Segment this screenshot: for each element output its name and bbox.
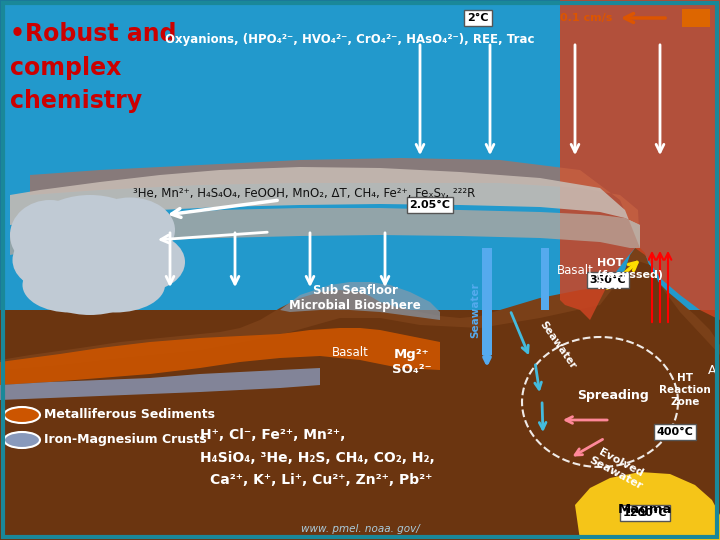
Text: 2°C: 2°C	[467, 13, 489, 23]
Text: Mg²⁺
SO₄²⁻: Mg²⁺ SO₄²⁻	[392, 348, 432, 376]
Ellipse shape	[12, 233, 78, 287]
Text: HT
Reaction
Zone: HT Reaction Zone	[659, 373, 711, 407]
Text: Spreading: Spreading	[577, 388, 649, 402]
Text: Oxyanions, (HPO₄²⁻, HVO₄²⁻, CrO₄²⁻, HAsO₄²⁻), REE, Trac: Oxyanions, (HPO₄²⁻, HVO₄²⁻, CrO₄²⁻, HAsO…	[165, 33, 534, 46]
Text: Basalt: Basalt	[557, 264, 593, 276]
Polygon shape	[0, 248, 720, 540]
Text: H⁺, Cl⁻, Fe²⁺, Mn²⁺,: H⁺, Cl⁻, Fe²⁺, Mn²⁺,	[200, 428, 346, 442]
Polygon shape	[0, 328, 440, 540]
Text: www. pmel. noaa. gov/: www. pmel. noaa. gov/	[301, 524, 419, 534]
Text: 2.05°C: 2.05°C	[410, 200, 451, 210]
Polygon shape	[0, 368, 320, 400]
Text: Iron-Magnesium Crusts: Iron-Magnesium Crusts	[44, 434, 207, 447]
Text: Basalt: Basalt	[332, 346, 369, 359]
Text: Seawater: Seawater	[538, 319, 578, 370]
Text: •Robust and
complex
chemistry: •Robust and complex chemistry	[10, 22, 176, 113]
Bar	[682, 9, 710, 27]
Ellipse shape	[65, 258, 165, 313]
Ellipse shape	[22, 258, 117, 313]
Polygon shape	[0, 260, 720, 540]
Text: HOT
(focussed)
flow: HOT (focussed) flow	[597, 258, 663, 291]
Text: Metalliferous Sediments: Metalliferous Sediments	[44, 408, 215, 422]
Text: Magma: Magma	[618, 503, 672, 516]
Ellipse shape	[16, 195, 164, 315]
Text: Evolved
Seawater: Evolved Seawater	[587, 444, 649, 491]
Polygon shape	[10, 167, 640, 248]
Polygon shape	[482, 248, 492, 355]
Text: ³He, Mn²⁺, H₄S₄O₄, FeOOH, MnO₂, ΔT, CH₄, Fe²⁺, FeₓSᵧ, ²²²R: ³He, Mn²⁺, H₄S₄O₄, FeOOH, MnO₂, ΔT, CH₄,…	[133, 186, 475, 199]
Text: 1200°C: 1200°C	[623, 508, 667, 518]
Polygon shape	[280, 282, 440, 320]
Polygon shape	[560, 0, 720, 320]
Text: 400°C: 400°C	[657, 427, 693, 437]
Text: H₄SiO₄, ³He, H₂S, CH₄, CO₂, H₂,: H₄SiO₄, ³He, H₂S, CH₄, CO₂, H₂,	[200, 451, 435, 465]
Ellipse shape	[10, 200, 90, 270]
Text: Seawater: Seawater	[470, 282, 480, 338]
Text: Ca²⁺, K⁺, Li⁺, Cu²⁺, Zn²⁺, Pb²⁺: Ca²⁺, K⁺, Li⁺, Cu²⁺, Zn²⁺, Pb²⁺	[210, 473, 433, 487]
Ellipse shape	[85, 198, 175, 262]
Text: A: A	[708, 363, 716, 376]
Ellipse shape	[105, 233, 185, 291]
Polygon shape	[575, 472, 720, 540]
Text: Sub Seafloor
Microbial Biosphere: Sub Seafloor Microbial Biosphere	[289, 284, 421, 312]
Bar	[0, 310, 720, 540]
Text: 0.1 cm/s: 0.1 cm/s	[559, 13, 612, 23]
Text: 350°C: 350°C	[590, 275, 626, 285]
Polygon shape	[541, 248, 549, 310]
Ellipse shape	[4, 407, 40, 423]
Polygon shape	[10, 208, 640, 255]
Polygon shape	[30, 158, 640, 248]
Ellipse shape	[4, 432, 40, 448]
